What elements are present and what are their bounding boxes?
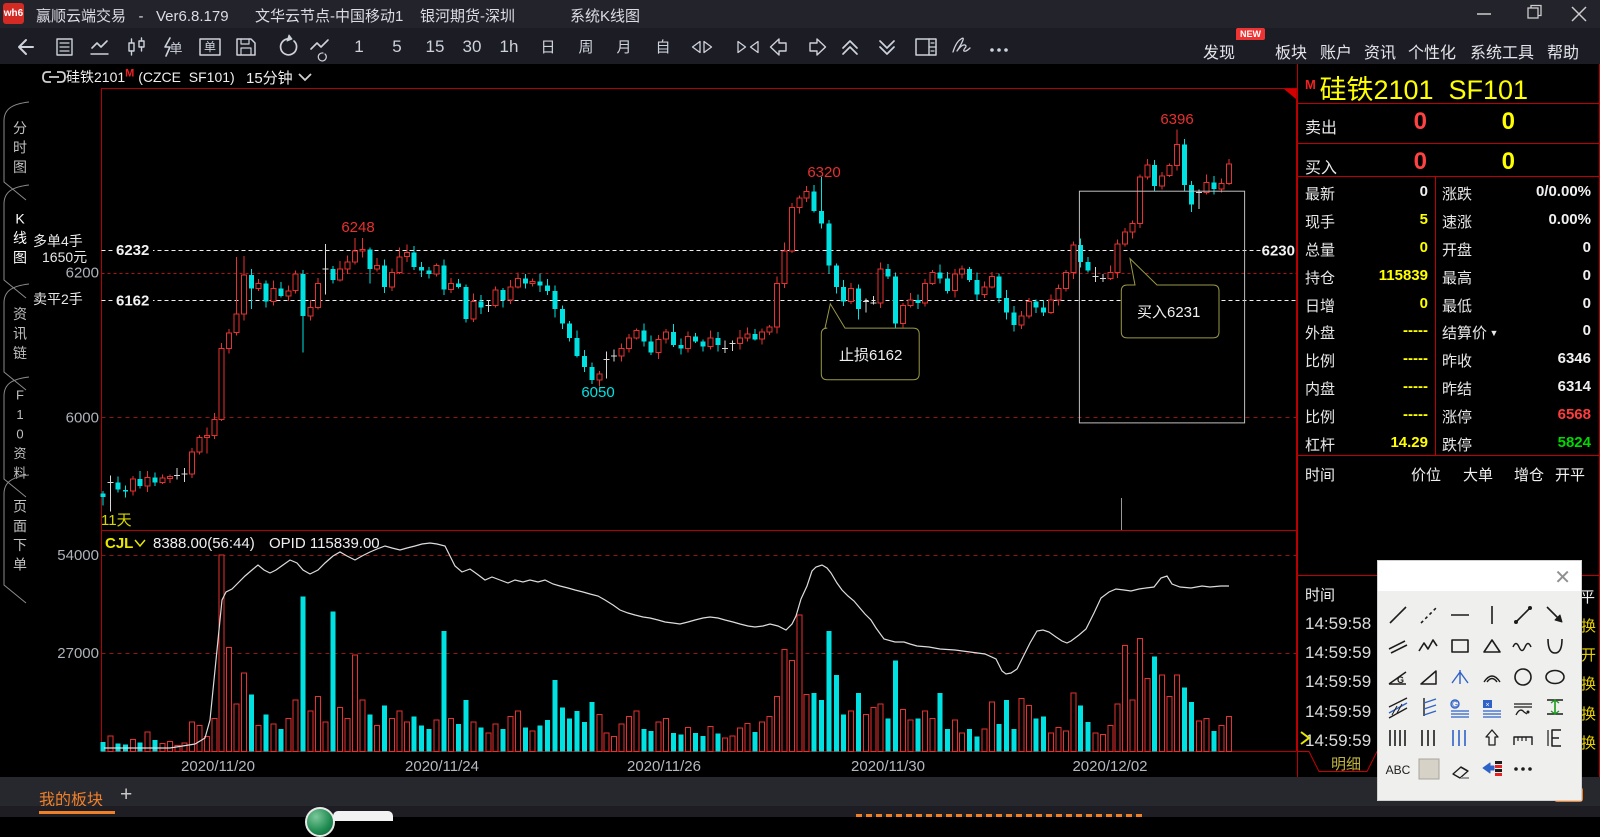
svg-text:1h: 1h — [500, 37, 519, 56]
svg-text:日: 日 — [540, 39, 555, 56]
svg-text:止损6162: 止损6162 — [839, 347, 902, 364]
svg-text:6320: 6320 — [807, 164, 840, 181]
svg-text:单: 单 — [169, 41, 182, 56]
svg-text:54000: 54000 — [57, 547, 99, 564]
svg-text:自: 自 — [655, 39, 670, 56]
svg-text:ABC: ABC — [1385, 763, 1410, 777]
svg-text:OPID 115839.00: OPID 115839.00 — [269, 535, 380, 552]
svg-text:8388.00(56:44): 8388.00(56:44) — [153, 535, 255, 552]
svg-text:CJL: CJL — [105, 535, 133, 552]
svg-text:明细: 明细 — [1331, 756, 1361, 773]
svg-text:6050: 6050 — [581, 384, 614, 401]
svg-text:27000: 27000 — [57, 645, 99, 662]
svg-text:2020/11/20: 2020/11/20 — [181, 758, 255, 775]
svg-text:6200: 6200 — [66, 265, 99, 282]
svg-text:资: 资 — [13, 446, 26, 461]
svg-text:2020/11/24: 2020/11/24 — [405, 758, 479, 775]
svg-text:料: 料 — [13, 465, 26, 480]
svg-text:F: F — [16, 388, 24, 403]
svg-text:30: 30 — [463, 37, 482, 56]
svg-text:11天: 11天 — [101, 512, 132, 529]
svg-text:买入6231: 买入6231 — [1137, 304, 1200, 321]
svg-text:线: 线 — [13, 230, 27, 246]
svg-text:1650元: 1650元 — [42, 249, 87, 265]
svg-text:页: 页 — [13, 498, 27, 514]
svg-text:6230: 6230 — [1262, 243, 1295, 260]
svg-text:5: 5 — [392, 37, 401, 56]
svg-text:单: 单 — [204, 40, 216, 54]
svg-text:讯: 讯 — [13, 326, 27, 342]
svg-text:6000: 6000 — [66, 409, 99, 426]
svg-text:15: 15 — [426, 37, 445, 56]
svg-text:2020/11/26: 2020/11/26 — [627, 758, 701, 775]
svg-text:G: G — [1452, 700, 1458, 709]
svg-text:面: 面 — [13, 518, 27, 534]
svg-text:K: K — [15, 211, 25, 227]
svg-text:6396: 6396 — [1160, 111, 1193, 128]
svg-text:月: 月 — [616, 39, 631, 56]
svg-text:图: 图 — [13, 249, 27, 265]
svg-text:6248: 6248 — [341, 219, 374, 236]
svg-text:资: 资 — [13, 306, 27, 322]
svg-text:2020/11/30: 2020/11/30 — [851, 758, 925, 775]
svg-text:链: 链 — [13, 345, 27, 361]
svg-text:图: 图 — [13, 159, 27, 175]
svg-text:分: 分 — [13, 120, 27, 136]
svg-text:0: 0 — [16, 427, 23, 442]
svg-text:周: 周 — [578, 39, 593, 56]
svg-text:多单4手: 多单4手 — [33, 233, 83, 249]
svg-text:×: × — [1485, 702, 1489, 709]
svg-text:卖平2手: 卖平2手 — [33, 291, 83, 307]
svg-text:G: G — [1397, 675, 1404, 685]
svg-text:单: 单 — [13, 557, 27, 573]
svg-text:2020/12/02: 2020/12/02 — [1072, 758, 1147, 775]
svg-text:1: 1 — [16, 407, 23, 422]
svg-text:6162: 6162 — [116, 293, 149, 310]
svg-text:时: 时 — [13, 140, 27, 156]
svg-text:1: 1 — [354, 37, 363, 56]
svg-text:6232: 6232 — [116, 242, 149, 259]
svg-text:下: 下 — [13, 537, 27, 553]
